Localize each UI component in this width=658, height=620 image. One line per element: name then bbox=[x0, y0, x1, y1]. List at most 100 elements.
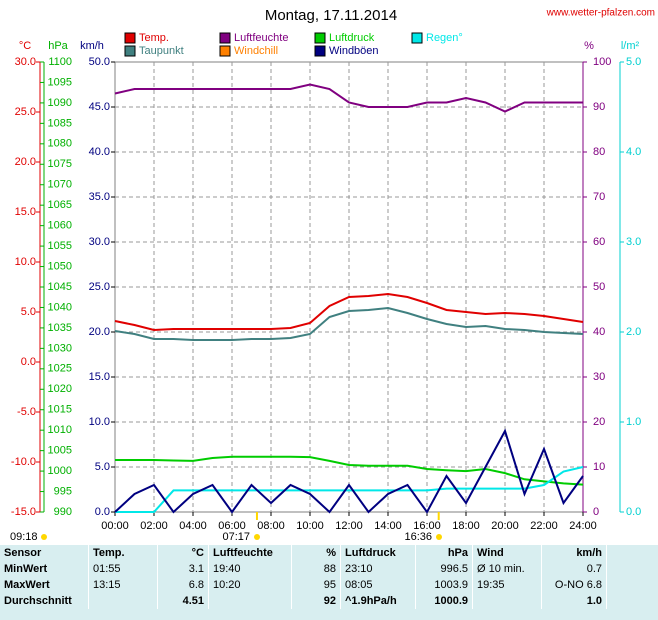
table-cell: 4.51 bbox=[157, 593, 209, 609]
y-tick-label: 995 bbox=[54, 485, 72, 497]
table-cell bbox=[472, 593, 542, 609]
y-tick-label: 1080 bbox=[48, 138, 72, 150]
y-tick-label: 0.0 bbox=[21, 356, 36, 368]
table-cell: Luftfeuchte bbox=[208, 545, 292, 561]
x-tick-label: 18:00 bbox=[452, 520, 480, 532]
table-cell: 996.5 bbox=[415, 561, 473, 577]
table-cell: °C bbox=[157, 545, 209, 561]
legend-swatch bbox=[219, 45, 231, 57]
x-tick-label: 12:00 bbox=[335, 520, 363, 532]
table-cell: Sensor bbox=[0, 545, 89, 561]
y-tick-label: 20 bbox=[593, 416, 605, 428]
y-tick-label: 1020 bbox=[48, 383, 72, 395]
table-row: Sensor Temp. °C Luftfeuchte% Luftdruck hPa Win… bbox=[0, 545, 607, 561]
axis-title: km/h bbox=[80, 40, 104, 52]
y-tick-label: 1040 bbox=[48, 301, 72, 313]
stats-table: Sensor Temp. °C Luftfeuchte% Luftdruck hPa Win… bbox=[0, 545, 658, 620]
legend-label: Regen° bbox=[426, 32, 463, 44]
y-tick-label: 1045 bbox=[48, 281, 72, 293]
y-tick-label: 45.0 bbox=[89, 101, 110, 113]
y-tick-label: 1075 bbox=[48, 158, 72, 170]
table-row: MinWert 01:55 3.1 19:40 88 23:10 996.5 Ø 10 min… bbox=[0, 561, 607, 577]
legend-label: Luftfeuchte bbox=[234, 32, 288, 44]
chart-title: Montag, 17.11.2014 bbox=[265, 7, 397, 24]
y-tick-label: -5.0 bbox=[17, 406, 36, 418]
table-cell: 88 bbox=[291, 561, 341, 577]
y-tick-label: 40 bbox=[593, 326, 605, 338]
y-tick-label: 60 bbox=[593, 236, 605, 248]
y-tick-label: 1015 bbox=[48, 404, 72, 416]
y-tick-label: 30 bbox=[593, 371, 605, 383]
y-tick-label: 15.0 bbox=[15, 206, 36, 218]
series-line bbox=[114, 83, 583, 113]
table-cell: MaxWert bbox=[0, 577, 89, 593]
table-row: MaxWert 13:15 6.8 10:20 95 08:05 1003.9 19:35 O-… bbox=[0, 577, 607, 593]
table-cell: 23:10 bbox=[340, 561, 416, 577]
y-tick-label: 1060 bbox=[48, 220, 72, 232]
table-cell: 1003.9 bbox=[415, 577, 473, 593]
table-cell: 95 bbox=[291, 577, 341, 593]
y-tick-label: 2.0 bbox=[626, 326, 641, 338]
y-tick-label: 1030 bbox=[48, 342, 72, 354]
table-cell bbox=[88, 593, 158, 609]
y-tick-label: 15.0 bbox=[89, 371, 110, 383]
table-cell: hPa bbox=[415, 545, 473, 561]
y-tick-label: 30.0 bbox=[89, 236, 110, 248]
y-tick-label: 80 bbox=[593, 146, 605, 158]
series-line bbox=[114, 292, 584, 332]
table-cell: 0.7 bbox=[541, 561, 607, 577]
y-tick-label: 25.0 bbox=[89, 281, 110, 293]
y-tick-label: 1005 bbox=[48, 445, 72, 457]
y-tick-label: 10 bbox=[593, 461, 605, 473]
x-tick-label: 04:00 bbox=[179, 520, 207, 532]
table-cell: 19:35 bbox=[472, 577, 542, 593]
x-tick-label: 10:00 bbox=[296, 520, 324, 532]
x-tick-label: 16:00 bbox=[413, 520, 441, 532]
y-tick-label: 5.0 bbox=[95, 461, 110, 473]
time-label: 16:36 bbox=[404, 531, 432, 543]
y-tick-label: 10.0 bbox=[89, 416, 110, 428]
y-tick-label: 1055 bbox=[48, 240, 72, 252]
table-cell: 19:40 bbox=[208, 561, 292, 577]
x-tick-label: 14:00 bbox=[374, 520, 402, 532]
y-tick-label: 1065 bbox=[48, 199, 72, 211]
table-cell: 6.8 bbox=[157, 577, 209, 593]
y-tick-label: 10.0 bbox=[15, 256, 36, 268]
y-tick-label: 1035 bbox=[48, 322, 72, 334]
axis-title: °C bbox=[19, 40, 31, 52]
y-tick-label: 35.0 bbox=[89, 191, 110, 203]
legend-swatch bbox=[314, 32, 326, 44]
legend-label: Temp. bbox=[139, 32, 169, 44]
table-cell: O-NO 6.8 bbox=[541, 577, 607, 593]
y-tick-label: 20.0 bbox=[15, 156, 36, 168]
sun-icon bbox=[254, 534, 260, 540]
y-tick-label: 40.0 bbox=[89, 146, 110, 158]
sun-icon bbox=[41, 534, 47, 540]
table-cell: 92 bbox=[291, 593, 341, 609]
x-tick-label: 00:00 bbox=[101, 520, 129, 532]
x-tick-label: 06:00 bbox=[218, 520, 246, 532]
y-tick-label: 990 bbox=[54, 506, 72, 518]
x-tick-label: 08:00 bbox=[257, 520, 285, 532]
series-line bbox=[114, 428, 584, 514]
table-cell: ^1.9hPa/h bbox=[340, 593, 416, 609]
y-tick-label: 4.0 bbox=[626, 146, 641, 158]
y-tick-label: 1025 bbox=[48, 363, 72, 375]
y-tick-label: 1010 bbox=[48, 424, 72, 436]
y-tick-label: 1100 bbox=[48, 56, 72, 68]
x-tick-label: 02:00 bbox=[140, 520, 168, 532]
x-tick-label: 24:00 bbox=[569, 520, 597, 532]
y-tick-label: 50.0 bbox=[89, 56, 110, 68]
y-tick-label: 0 bbox=[593, 506, 599, 518]
y-tick-label: 1050 bbox=[48, 260, 72, 272]
source: www.wetter-pfalzen.com bbox=[546, 8, 655, 19]
y-tick-label: 1.0 bbox=[626, 416, 641, 428]
sun-icon bbox=[436, 534, 442, 540]
table-cell: Luftdruck bbox=[340, 545, 416, 561]
table-cell: 1.0 bbox=[541, 593, 607, 609]
table-cell: 3.1 bbox=[157, 561, 209, 577]
y-tick-label: 1000 bbox=[48, 465, 72, 477]
table-cell: % bbox=[291, 545, 341, 561]
y-tick-label: 25.0 bbox=[15, 106, 36, 118]
axis-title: hPa bbox=[48, 40, 68, 52]
